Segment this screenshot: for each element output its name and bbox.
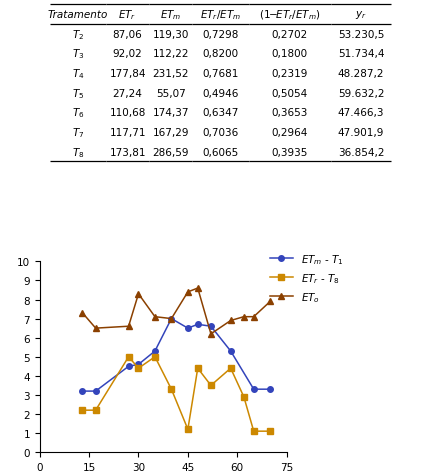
Legend: $ET_m$ - $T_1$, $ET_r$ - $T_8$, $ET_o$: $ET_m$ - $T_1$, $ET_r$ - $T_8$, $ET_o$ [270, 253, 344, 305]
